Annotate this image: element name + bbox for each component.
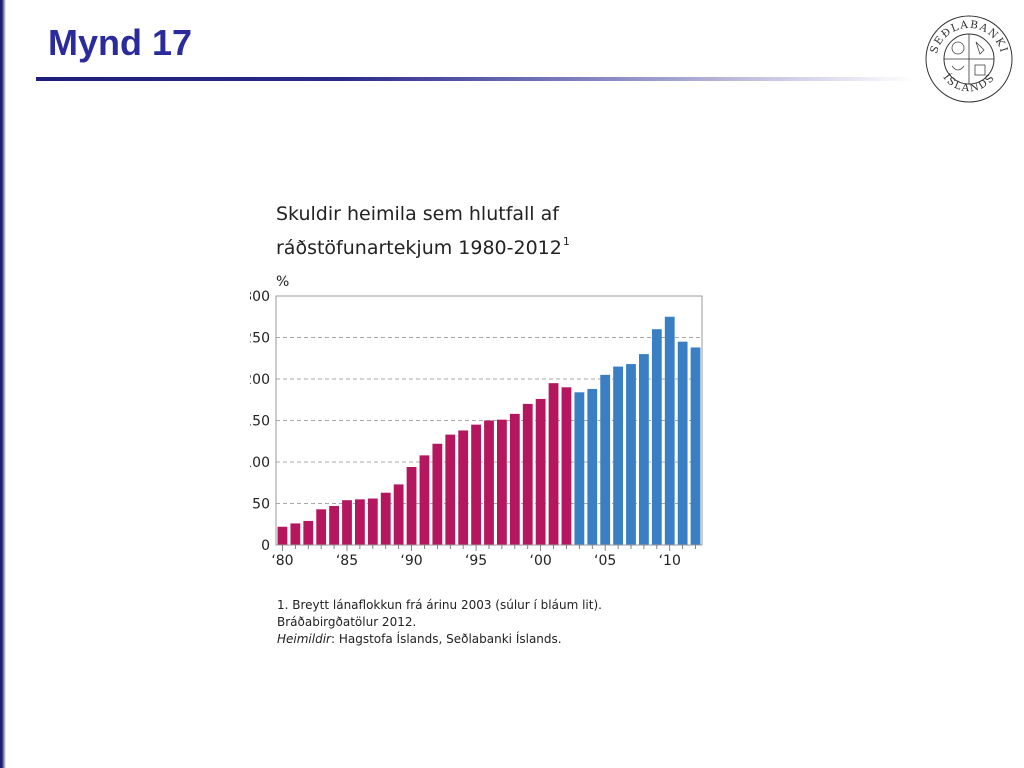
x-tick-label-1995: ‘95 (465, 553, 487, 569)
bar-2007 (626, 364, 636, 545)
note-line-2: Bráðabirgðatölur 2012. (277, 615, 417, 629)
bar-2009 (651, 329, 662, 545)
source-label: Heimildir (277, 632, 331, 646)
bar-2004 (587, 388, 598, 545)
y-axis-unit-label: % (276, 274, 289, 290)
bar-1997 (497, 419, 507, 545)
chart-notes: 1. Breytt lánaflokkun frá árinu 2003 (sú… (277, 597, 737, 648)
chart-title-footnote-marker: 1 (562, 235, 570, 248)
x-tick-label-1980: ‘80 (271, 553, 293, 569)
y-tick-label-0: 0 (261, 538, 270, 554)
debt-ratio-bar-chart: 0 50 100 150 200 250 300 ‘80 ‘85 ‘90 ‘95 ‘00 ‘05 ‘10% (250, 274, 703, 569)
source-text: : Hagstofa Íslands, Seðlabanki Íslands. (330, 632, 562, 646)
bar-2010 (664, 316, 675, 545)
chart-title: Skuldir heimila sem hlutfall af ráðstöfu… (276, 200, 736, 262)
central-bank-seal-logo: SEÐLABANKI ÍSLANDS (925, 15, 1013, 103)
bar-1991 (419, 455, 430, 545)
x-tick-label-2005: ‘05 (594, 553, 616, 569)
bar-2006 (613, 366, 623, 545)
bar-1999 (522, 403, 533, 545)
x-tick-label-1990: ‘90 (400, 553, 422, 569)
bar-1995 (471, 424, 481, 545)
bar-1993 (445, 434, 456, 545)
bar-2012 (690, 347, 701, 545)
bar-1994 (458, 430, 469, 545)
bar-1989 (393, 484, 404, 545)
bar-1985 (342, 500, 352, 545)
bar-1987 (367, 498, 378, 545)
x-tick-label-2010: ‘10 (659, 553, 681, 569)
y-tick-label-250: 250 (250, 331, 270, 347)
y-tick-label-200: 200 (250, 372, 270, 388)
y-tick-label-50: 50 (252, 497, 270, 513)
bar-1982 (303, 520, 314, 545)
title-underline (36, 77, 916, 81)
y-tick-label-300: 300 (250, 289, 270, 305)
bar-2008 (639, 354, 649, 545)
bar-2003 (574, 392, 585, 545)
chart-title-line-1: Skuldir heimila sem hlutfall af (276, 203, 559, 225)
bar-2002 (561, 387, 572, 545)
bar-1988 (380, 492, 391, 545)
bar-1996 (484, 420, 494, 545)
bar-2001 (548, 383, 559, 545)
bar-1980 (277, 526, 288, 545)
chart-title-line-2: ráðstöfunartekjum 1980-2012 (276, 237, 562, 259)
x-tick-label-1985: ‘85 (336, 553, 358, 569)
x-tick-label-2000: ‘00 (530, 553, 552, 569)
y-tick-label-150: 150 (250, 414, 270, 430)
bar-1986 (355, 499, 365, 545)
bar-2000 (535, 398, 546, 545)
bar-1992 (432, 443, 443, 545)
bar-1983 (316, 509, 327, 545)
bar-1990 (406, 466, 417, 545)
bar-1998 (509, 413, 520, 545)
y-tick-label-100: 100 (250, 455, 270, 471)
bar-2005 (600, 374, 611, 545)
bar-2011 (677, 341, 688, 545)
bar-1981 (290, 523, 301, 545)
left-edge-rule (0, 0, 6, 768)
note-line-1: 1. Breytt lánaflokkun frá árinu 2003 (sú… (277, 598, 602, 612)
slide-title: Mynd 17 (48, 22, 193, 63)
bar-1984 (329, 505, 339, 545)
